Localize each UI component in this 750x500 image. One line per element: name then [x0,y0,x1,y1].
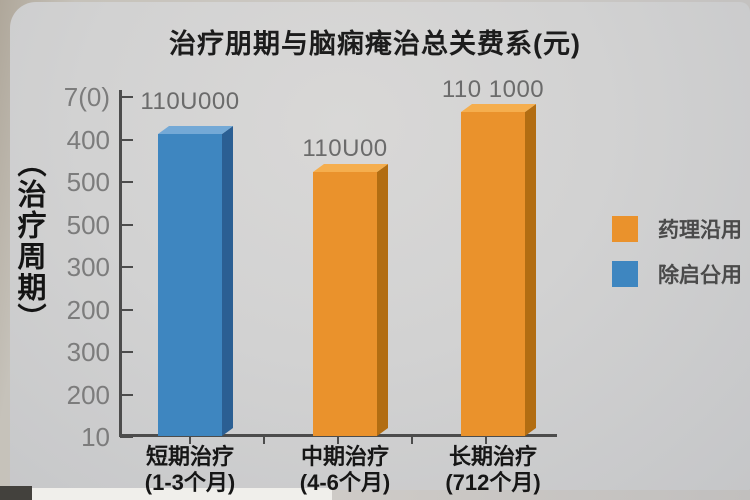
x-tick-mark [411,436,413,444]
y-tick-mark [120,266,133,268]
y-tick-mark [120,223,133,226]
y-tick-label: 400 [66,124,110,155]
x-tick-mark [189,436,191,444]
photo-artifact-white-strip [32,488,332,500]
x-tick-mark [263,436,265,444]
y-axis-title: （治疗周期） [13,148,45,334]
y-tick-label: 7(0) [63,82,110,112]
x-category-label: 长期治疗 (712个月) [403,444,583,496]
y-tick-mark [120,393,133,396]
bar-2 [313,164,388,436]
bar-value-label: 110U000 [140,88,240,115]
bar-3 [461,104,536,436]
x-category-line2: (712个月) [445,469,541,495]
photo-artifact-dark-corner [0,486,32,500]
bar-value-label: 110U00 [302,135,388,162]
legend-swatch-blue [612,261,638,287]
y-tick-label: 10 [81,422,110,452]
bar-side-face [377,164,388,436]
bar-side-face [525,104,536,436]
y-tick-label: 200 [66,294,110,325]
x-tick-mark [485,436,487,444]
x-tick-mark [337,436,339,444]
y-tick-label: 500 [66,167,110,197]
legend-label: 除启㕣用 [658,264,742,287]
bar-1 [158,126,233,436]
bar-top-face [461,104,536,112]
y-tick-mark [120,138,133,141]
legend-item: 药理沿用 [612,214,742,244]
bar-top-face [158,126,233,134]
y-tick-label: 300 [66,337,110,367]
y-tick-mark [120,308,133,311]
x-category-line1: 中期治疗 [300,444,389,469]
bar-side-face [222,126,233,436]
bar-front-face [158,134,222,436]
x-category-label: 中期治疗 (4-6个月) [255,444,435,496]
legend-label: 药理沿用 [658,219,742,242]
y-tick-mark [120,436,133,438]
y-axis-line [119,90,122,437]
legend-item: 除启㕣用 [612,259,742,289]
bar-front-face [313,172,377,436]
chart-title: 治疗朋期与脑痫痷治总关费系(元) [169,29,581,59]
y-tick-mark [120,96,133,98]
x-category-line1: 长期治疗 [448,444,537,469]
y-tick-label: 300 [66,252,110,282]
y-tick-mark [120,181,133,183]
x-category-line2: (1-3个月) [144,469,236,495]
y-tick-label: 200 [66,379,110,410]
x-category-line2: (4-6个月) [299,469,391,495]
legend-swatch-orange [612,216,638,242]
x-category-label: 短期治疗 (1-3个月) [100,444,280,496]
x-category-line1: 短期治疗 [145,444,234,469]
legend: 药理沿用 除启㕣用 [612,214,742,304]
y-tick-label: 500 [66,209,110,240]
y-tick-mark [120,351,133,353]
bar-value-label: 110 1000 [441,76,545,103]
bar-top-face [313,164,388,172]
bar-front-face [461,112,525,436]
